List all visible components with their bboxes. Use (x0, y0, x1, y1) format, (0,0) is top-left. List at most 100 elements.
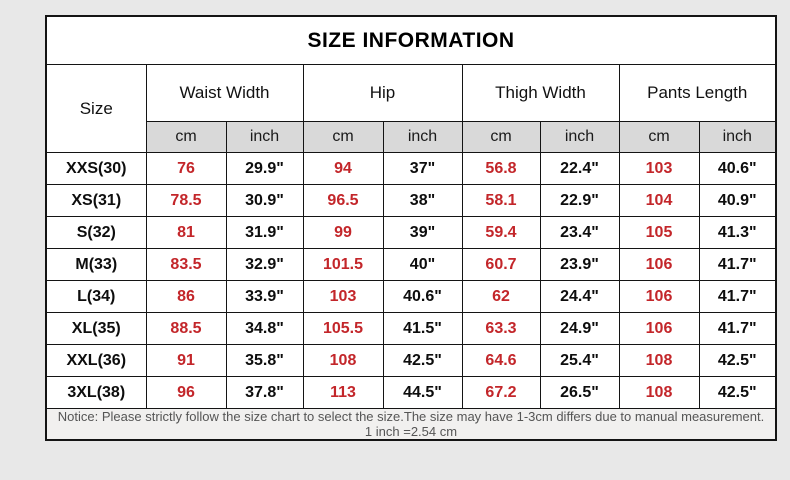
thigh-inch-value: 22.4" (539, 152, 620, 185)
col-header-waist-width: Waist Width (145, 64, 304, 122)
table-row: S(32) 81 31.9" 99 39" 59.4 23.4" 105 41.… (45, 216, 777, 249)
size-cell: XL(35) (45, 312, 147, 345)
hip-cm-value: 94 (302, 152, 384, 185)
size-cell: S(32) (45, 216, 147, 249)
waist-cm-value: 86 (145, 280, 227, 313)
table-row: XXS(30) 76 29.9" 94 37" 56.8 22.4" 103 4… (45, 152, 777, 185)
length-cm-value: 103 (618, 152, 700, 185)
hip-cm-value: 105.5 (302, 312, 384, 345)
table-row: 3XL(38) 96 37.8" 113 44.5" 67.2 26.5" 10… (45, 376, 777, 409)
hip-inch-value: 40" (382, 248, 463, 281)
thigh-inch-value: 22.9" (539, 184, 620, 217)
waist-inch-value: 30.9" (225, 184, 304, 217)
thigh-inch-value: 23.9" (539, 248, 620, 281)
col-header-size: Size (45, 64, 147, 153)
length-inch-value: 42.5" (698, 344, 777, 377)
unit-header-inch: inch (698, 121, 777, 153)
notice-line-2: 1 inch =2.54 cm (364, 424, 458, 439)
thigh-inch-value: 23.4" (539, 216, 620, 249)
hip-inch-value: 38" (382, 184, 463, 217)
size-cell: 3XL(38) (45, 376, 147, 409)
unit-header-cm: cm (618, 121, 700, 153)
waist-inch-value: 37.8" (225, 376, 304, 409)
unit-header-cm: cm (302, 121, 384, 153)
hip-inch-value: 44.5" (382, 376, 463, 409)
length-inch-value: 41.3" (698, 216, 777, 249)
size-chart-table: SIZE INFORMATION Size Waist Width Hip Th… (45, 15, 777, 441)
size-cell: M(33) (45, 248, 147, 281)
unit-header-cm: cm (145, 121, 227, 153)
unit-header-row: cm inch cm inch cm inch cm inch (46, 121, 777, 153)
thigh-cm-value: 56.8 (461, 152, 541, 185)
hip-inch-value: 41.5" (382, 312, 463, 345)
notice-text: Notice: Please strictly follow the size … (45, 408, 777, 441)
waist-inch-value: 32.9" (225, 248, 304, 281)
hip-inch-value: 39" (382, 216, 463, 249)
hip-cm-value: 101.5 (302, 248, 384, 281)
thigh-cm-value: 63.3 (461, 312, 541, 345)
length-cm-value: 106 (618, 280, 700, 313)
unit-header-cm: cm (461, 121, 541, 153)
size-cell: XXL(36) (45, 344, 147, 377)
waist-inch-value: 34.8" (225, 312, 304, 345)
notice-row: Notice: Please strictly follow the size … (45, 408, 777, 441)
thigh-inch-value: 24.9" (539, 312, 620, 345)
thigh-inch-value: 24.4" (539, 280, 620, 313)
size-cell: L(34) (45, 280, 147, 313)
table-row: L(34) 86 33.9" 103 40.6" 62 24.4" 106 41… (45, 280, 777, 313)
table-row: XS(31) 78.5 30.9" 96.5 38" 58.1 22.9" 10… (45, 184, 777, 217)
length-inch-value: 40.9" (698, 184, 777, 217)
size-chart: SIZE INFORMATION Size Waist Width Hip Th… (45, 15, 777, 441)
title-row: SIZE INFORMATION (45, 15, 777, 65)
hip-cm-value: 108 (302, 344, 384, 377)
waist-inch-value: 35.8" (225, 344, 304, 377)
group-header-row: Size Waist Width Hip Thigh Width Pants L… (45, 64, 777, 153)
hip-inch-value: 37" (382, 152, 463, 185)
waist-cm-value: 88.5 (145, 312, 227, 345)
notice-line-1: Notice: Please strictly follow the size … (57, 409, 765, 424)
thigh-cm-value: 59.4 (461, 216, 541, 249)
length-cm-value: 104 (618, 184, 700, 217)
col-header-thigh-width: Thigh Width (461, 64, 620, 122)
waist-inch-value: 31.9" (225, 216, 304, 249)
hip-inch-value: 42.5" (382, 344, 463, 377)
length-cm-value: 106 (618, 312, 700, 345)
thigh-cm-value: 62 (461, 280, 541, 313)
waist-inch-value: 33.9" (225, 280, 304, 313)
table-row: M(33) 83.5 32.9" 101.5 40" 60.7 23.9" 10… (45, 248, 777, 281)
size-cell: XXS(30) (45, 152, 147, 185)
table-row: XXL(36) 91 35.8" 108 42.5" 64.6 25.4" 10… (45, 344, 777, 377)
thigh-cm-value: 64.6 (461, 344, 541, 377)
waist-cm-value: 81 (145, 216, 227, 249)
table-row: XL(35) 88.5 34.8" 105.5 41.5" 63.3 24.9"… (45, 312, 777, 345)
length-inch-value: 41.7" (698, 280, 777, 313)
length-inch-value: 42.5" (698, 376, 777, 409)
unit-header-inch: inch (382, 121, 463, 153)
col-header-hip: Hip (302, 64, 463, 122)
thigh-cm-value: 67.2 (461, 376, 541, 409)
length-inch-value: 41.7" (698, 248, 777, 281)
waist-inch-value: 29.9" (225, 152, 304, 185)
length-inch-value: 41.7" (698, 312, 777, 345)
thigh-cm-value: 58.1 (461, 184, 541, 217)
length-cm-value: 108 (618, 344, 700, 377)
page-title: SIZE INFORMATION (45, 15, 777, 65)
length-cm-value: 108 (618, 376, 700, 409)
unit-header-inch: inch (225, 121, 304, 153)
waist-cm-value: 76 (145, 152, 227, 185)
hip-cm-value: 103 (302, 280, 384, 313)
waist-cm-value: 96 (145, 376, 227, 409)
thigh-inch-value: 26.5" (539, 376, 620, 409)
hip-cm-value: 99 (302, 216, 384, 249)
hip-cm-value: 113 (302, 376, 384, 409)
hip-cm-value: 96.5 (302, 184, 384, 217)
waist-cm-value: 78.5 (145, 184, 227, 217)
unit-header-inch: inch (539, 121, 620, 153)
thigh-cm-value: 60.7 (461, 248, 541, 281)
length-cm-value: 106 (618, 248, 700, 281)
waist-cm-value: 83.5 (145, 248, 227, 281)
length-inch-value: 40.6" (698, 152, 777, 185)
length-cm-value: 105 (618, 216, 700, 249)
size-cell: XS(31) (45, 184, 147, 217)
col-header-pants-length: Pants Length (618, 64, 777, 122)
